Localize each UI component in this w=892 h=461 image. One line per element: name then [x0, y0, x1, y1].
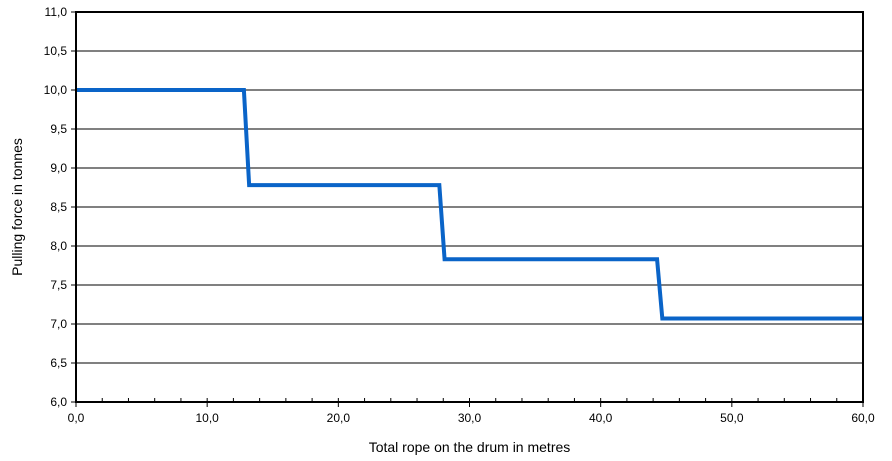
y-axis-title: Pulling force in tonnes: [9, 138, 25, 276]
x-tick-label: 50,0: [720, 411, 744, 425]
y-tick-label: 9,5: [50, 122, 67, 136]
y-tick-label: 6,0: [50, 395, 67, 409]
y-tick-labels: 6,0 6,5 7,0 7,5 8,0 8,5 9,0 9,5 10,0 10,5 11,0: [44, 5, 76, 409]
x-tick-label: 40,0: [589, 411, 613, 425]
gridlines: [76, 50, 863, 364]
y-tick-label: 10,5: [44, 44, 68, 58]
x-tick-label: 10,0: [195, 411, 219, 425]
y-tick-label: 7,0: [50, 317, 67, 331]
y-tick-label: 11,0: [45, 5, 68, 19]
series-line: [76, 88, 863, 321]
series-layer: [76, 88, 863, 321]
y-tick-label: 7,5: [50, 278, 67, 292]
x-tick-label: 20,0: [327, 411, 351, 425]
x-tick-label: 30,0: [458, 411, 482, 425]
x-tick-labels: 0,0 10,0 20,0 30,0 40,0 50,0 60,0: [68, 402, 875, 425]
y-tick-label: 6,5: [50, 356, 67, 370]
y-tick-label: 10,0: [44, 83, 68, 97]
x-tick-label: 0,0: [68, 411, 85, 425]
y-tick-label: 9,0: [50, 161, 67, 175]
y-tick-label: 8,0: [50, 239, 67, 253]
x-axis-title: Total rope on the drum in metres: [369, 439, 571, 455]
x-tick-label: 60,0: [851, 411, 875, 425]
y-tick-label: 8,5: [50, 200, 67, 214]
